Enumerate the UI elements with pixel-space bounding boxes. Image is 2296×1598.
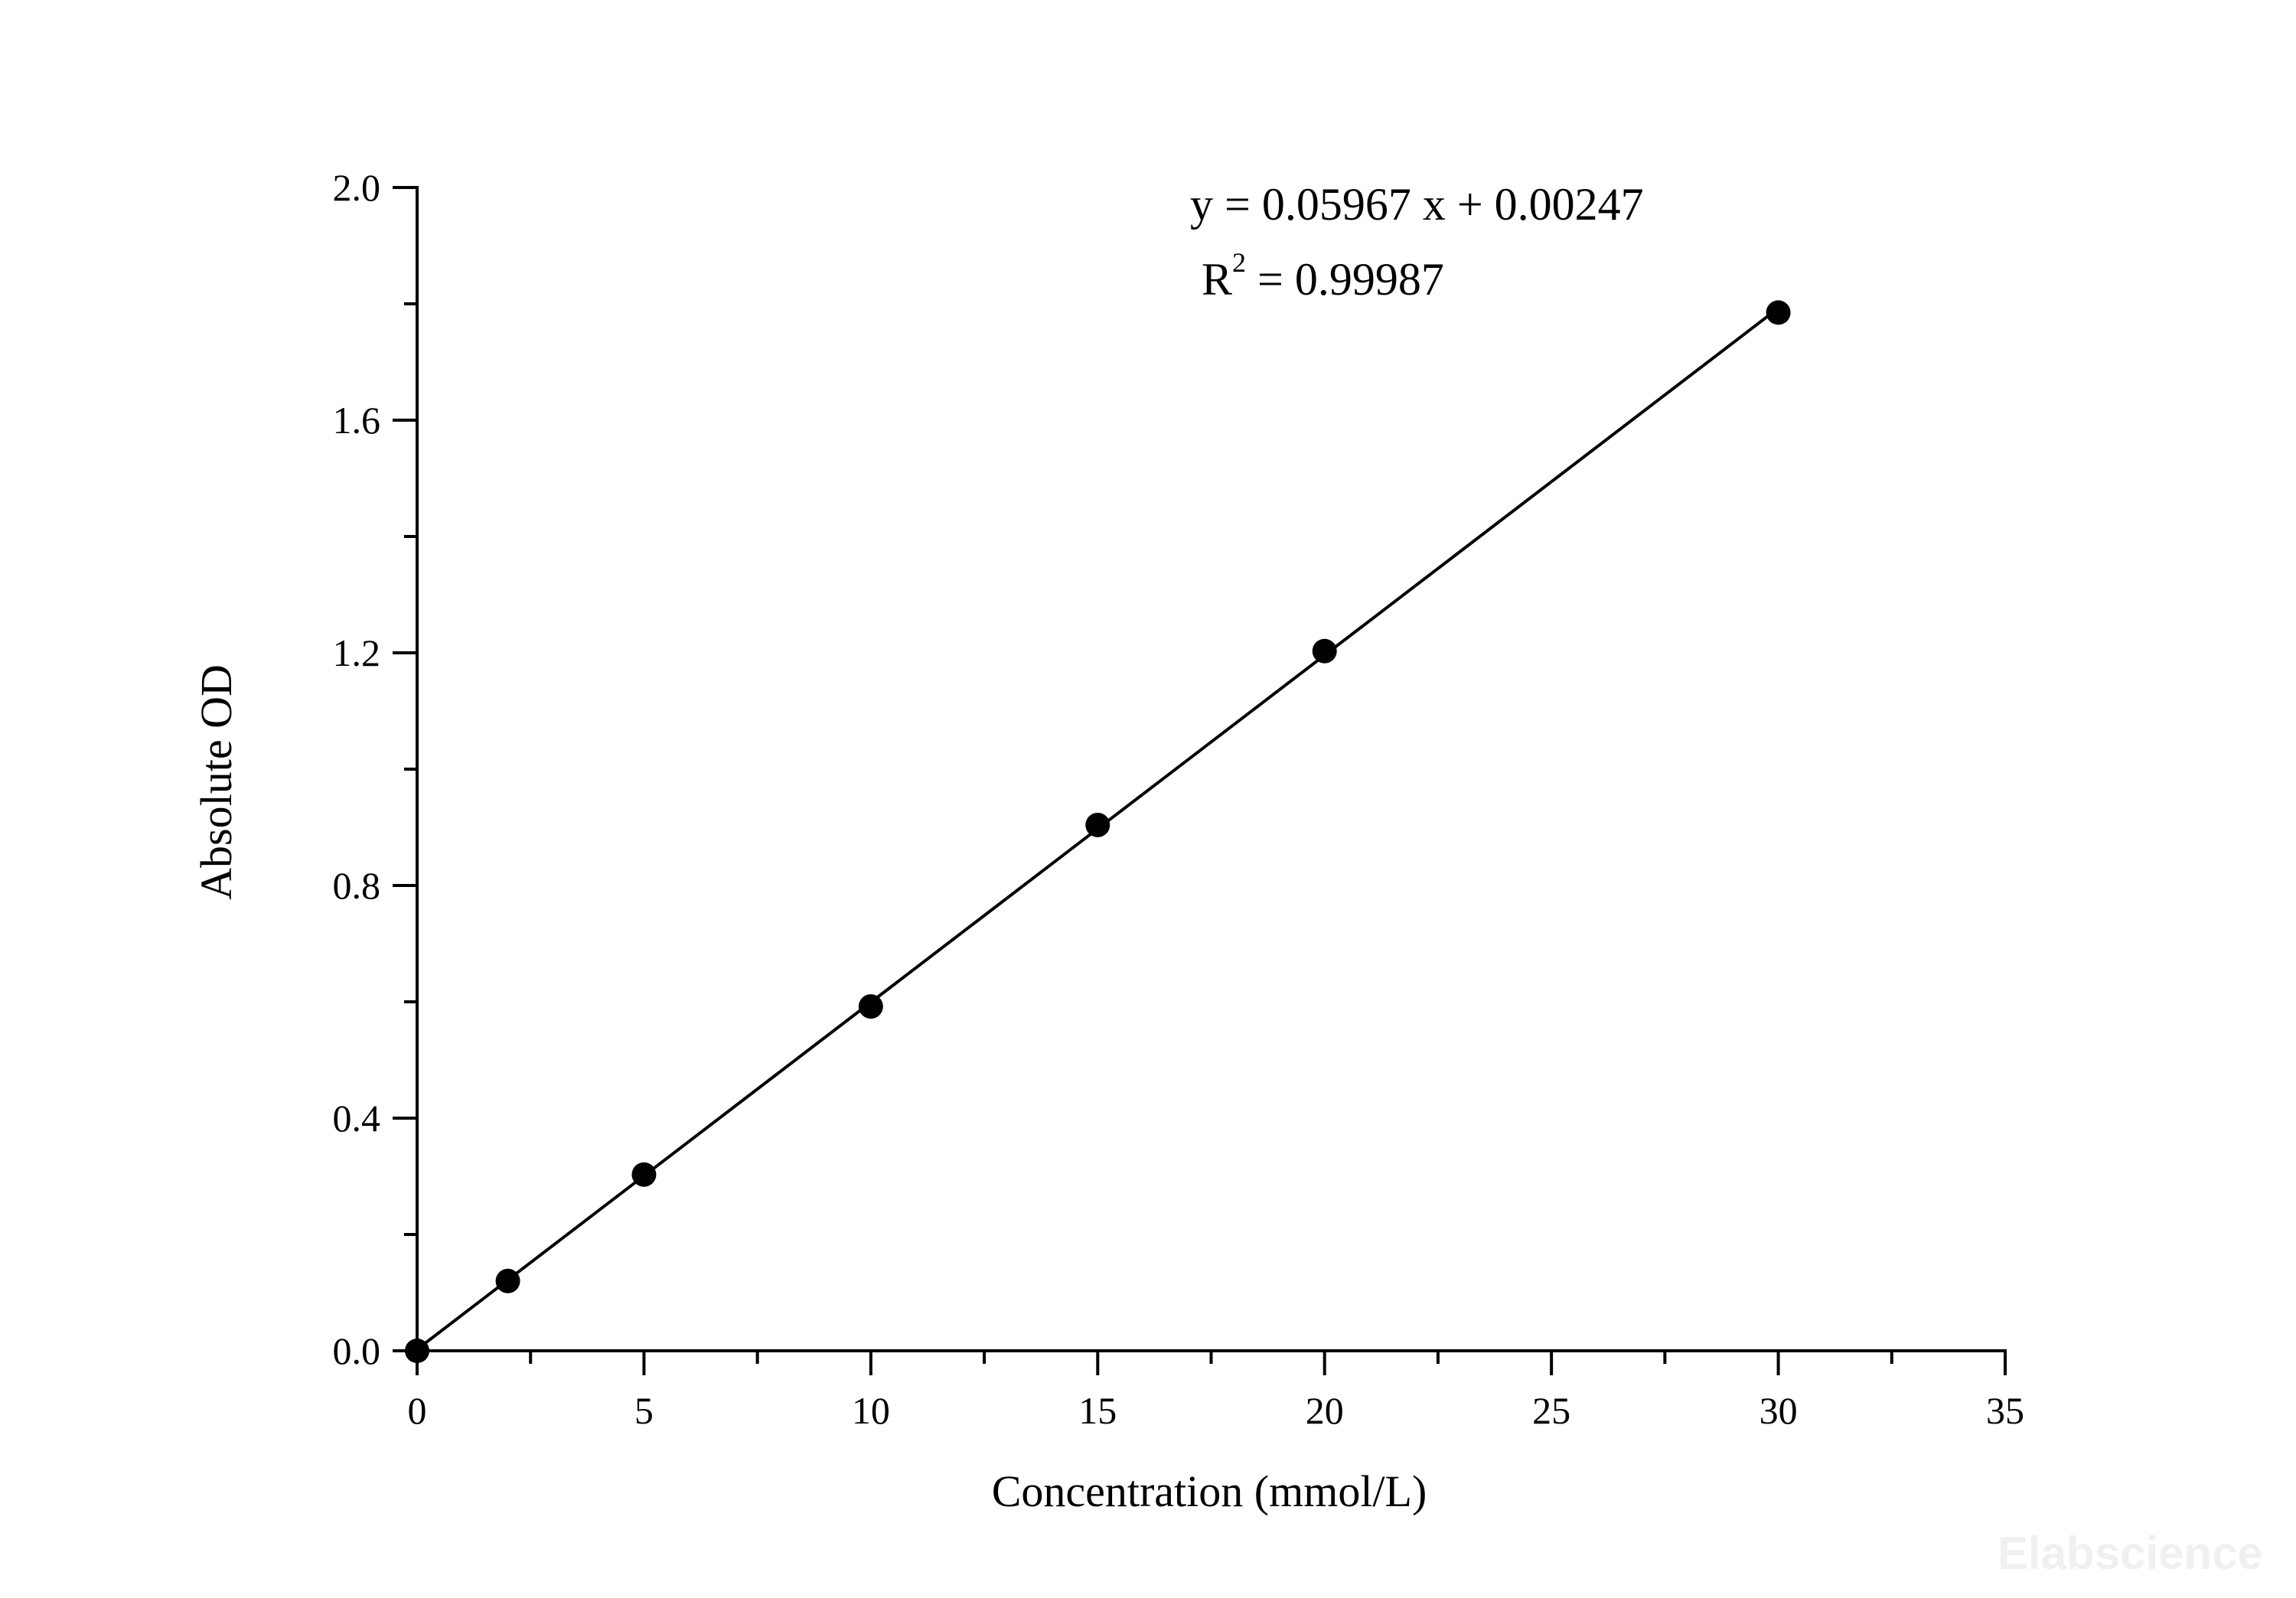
- y-tick-label: 0.0: [333, 1329, 381, 1372]
- data-points: [405, 300, 1791, 1363]
- x-tick-label: 10: [852, 1389, 890, 1432]
- fit-equation: y = 0.05967 x + 0.00247: [1190, 179, 1644, 230]
- watermark-logo: Elabscience: [1998, 1528, 2263, 1579]
- x-tick-label: 30: [1760, 1389, 1798, 1432]
- data-point: [1085, 812, 1110, 837]
- y-axis-ticks: 0.0 0.4 0.8 1.2 1.6 2.0: [333, 166, 419, 1372]
- r-squared-letter: R: [1202, 254, 1232, 305]
- data-point: [1312, 638, 1337, 664]
- x-axis-ticks: 0 5 10 15 20 25 30 35: [408, 1349, 2024, 1432]
- y-axis-title: Absolute OD: [191, 664, 241, 900]
- r-squared: R2 = 0.99987: [1202, 247, 1444, 305]
- y-tick-label: 1.2: [333, 631, 381, 674]
- x-tick-label: 15: [1078, 1389, 1117, 1432]
- x-axis-title: Concentration (mmol/L): [992, 1466, 1427, 1516]
- data-point: [631, 1162, 657, 1187]
- data-point: [858, 994, 883, 1019]
- data-point: [1766, 300, 1791, 325]
- x-tick-label: 0: [408, 1389, 427, 1432]
- x-tick-label: 25: [1532, 1389, 1570, 1432]
- y-tick-label: 1.6: [333, 399, 381, 442]
- x-tick-label: 20: [1306, 1389, 1344, 1432]
- x-tick-label: 5: [634, 1389, 654, 1432]
- y-tick-label: 0.8: [333, 864, 381, 907]
- x-tick-label: 35: [1986, 1389, 2024, 1432]
- r-squared-exponent: 2: [1232, 247, 1246, 278]
- data-point: [405, 1339, 429, 1363]
- y-tick-label: 2.0: [333, 166, 381, 209]
- r-squared-value: = 0.99987: [1246, 254, 1444, 305]
- data-point: [495, 1268, 520, 1293]
- y-tick-label: 0.4: [333, 1097, 381, 1140]
